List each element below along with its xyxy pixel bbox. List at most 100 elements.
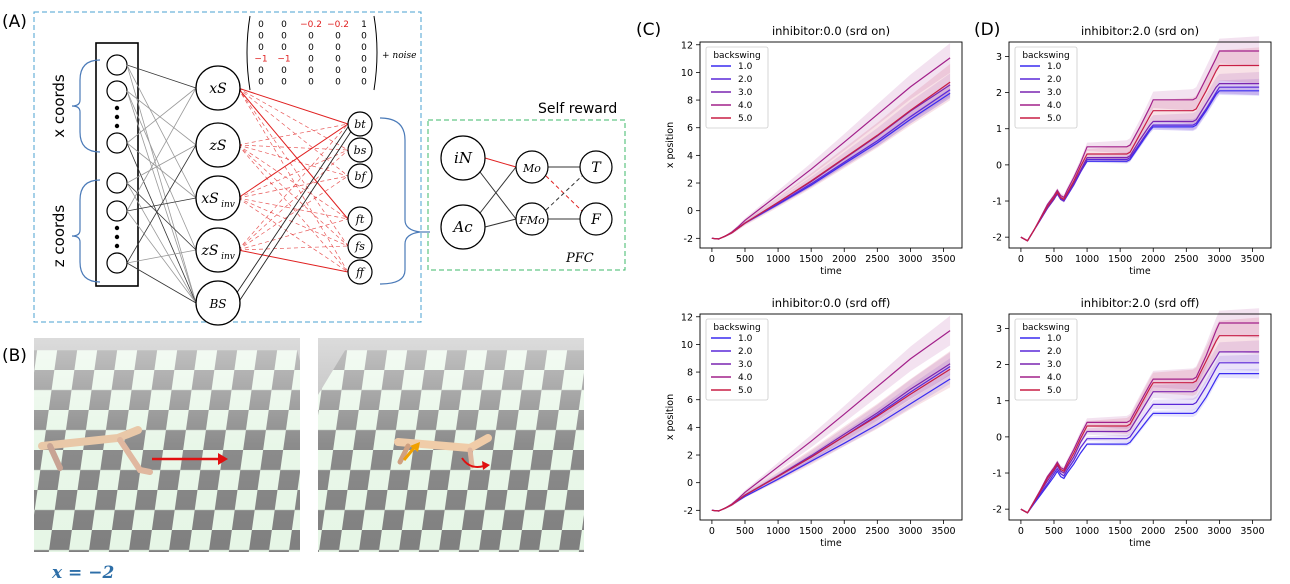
weight-edge — [237, 197, 349, 273]
input-neuron — [106, 200, 128, 222]
pfc-edge — [479, 171, 517, 220]
matrix-cell: 0 — [335, 66, 341, 76]
panel-label-b: (B) — [2, 346, 27, 366]
matrix-cell: 0 — [308, 55, 314, 65]
node-bs — [195, 280, 241, 326]
chart-title: inhibitor:2.0 (srd on) — [1081, 24, 1199, 38]
x-tick-label: 2000 — [832, 526, 856, 537]
series-band — [1020, 368, 1260, 513]
ellipsis-dot — [114, 114, 120, 120]
legend-entry: 1.0 — [738, 334, 753, 344]
y-tick-label: 6 — [687, 395, 693, 406]
y-tick-label: 6 — [687, 123, 693, 134]
y-tick-label: 3 — [996, 52, 1002, 63]
matrix-cell: 0 — [335, 43, 341, 53]
matrix-cell: −1 — [254, 55, 267, 65]
weight-edge — [237, 149, 349, 251]
matrix-cell: 0 — [308, 66, 314, 76]
weight-edge — [237, 218, 349, 251]
y-tick-label: 1 — [996, 396, 1002, 407]
node-label-ft: ft — [355, 213, 365, 226]
x-tick-label: 1000 — [1075, 526, 1099, 537]
weight-edge — [237, 175, 349, 251]
weight-edge — [237, 87, 349, 220]
y-tick-label: 0 — [687, 478, 693, 489]
series-line-2.0 — [1020, 362, 1260, 514]
x-tick-label: 500 — [1045, 526, 1063, 537]
legend-entry: 3.0 — [738, 88, 753, 98]
y-tick-label: 0 — [687, 206, 693, 217]
node-label-bs: bs — [354, 144, 367, 157]
matrix-cell: 0 — [308, 78, 314, 88]
node-xsinv — [195, 175, 241, 221]
y-tick-label: -2 — [684, 506, 693, 517]
node-label-zs: zS — [209, 138, 227, 154]
y-tick-label: -2 — [993, 505, 1002, 516]
y-tick-label: -2 — [993, 233, 1002, 244]
self-reward-label: Self reward — [538, 101, 617, 117]
node-bf — [347, 163, 373, 189]
legend-entry: 5.0 — [1047, 386, 1062, 396]
chart-c-bottom: inhibitor:0.0 (srd off) 0 500 1000 1500 2000 2… — [665, 296, 963, 549]
series-line-4.0 — [1020, 50, 1260, 242]
legend-title: backswing — [713, 51, 760, 61]
node-zsinv — [195, 227, 241, 273]
y-tick-label: 2 — [996, 88, 1002, 99]
weight-edge — [237, 245, 349, 251]
pfc-edge — [479, 166, 517, 214]
legend-entry: 1.0 — [1047, 334, 1062, 344]
matrix-cell: 0 — [281, 20, 287, 30]
legend-box — [705, 318, 769, 401]
x-coords-brace — [71, 59, 101, 153]
input-edge — [126, 64, 197, 304]
matrix-cell: 0 — [258, 66, 264, 76]
input-edge — [126, 182, 197, 304]
matrix-cell: 0 — [258, 78, 264, 88]
panel-label-c: (C) — [636, 20, 662, 40]
input-edge — [126, 262, 197, 304]
x-tick-label: 500 — [1045, 254, 1063, 265]
y-tick-label: 4 — [687, 151, 693, 162]
x-tick-label: 1500 — [1108, 254, 1132, 265]
node-bt — [347, 111, 373, 137]
series-line-5.0 — [1020, 64, 1260, 242]
legend-entry: 3.0 — [1047, 88, 1062, 98]
weight-edge — [237, 249, 349, 273]
input-neuron — [106, 80, 128, 102]
start-position-label: x = −2 — [51, 563, 114, 583]
y-tick-label: 0 — [996, 160, 1002, 171]
legend-entry: 4.0 — [1047, 373, 1062, 383]
plot-frame — [699, 313, 963, 521]
series-band — [1020, 36, 1260, 242]
x-tick-label: 2500 — [865, 526, 889, 537]
y-tick-label: 4 — [687, 423, 693, 434]
chart-title: inhibitor:0.0 (srd on) — [772, 24, 890, 38]
node-f — [579, 202, 613, 236]
node-label-bf: bf — [354, 170, 367, 183]
matrix-cell: 0 — [258, 32, 264, 42]
weight-edge — [237, 123, 349, 146]
legend-title: backswing — [713, 323, 760, 333]
ellipsis-dot — [114, 105, 120, 111]
node-fs — [347, 233, 373, 259]
weight-edge — [237, 87, 349, 273]
legend-entry: 5.0 — [738, 386, 753, 396]
legend-entry: 2.0 — [1047, 347, 1062, 357]
series-line-5.0 — [711, 81, 951, 240]
node-label-bt: bt — [354, 118, 366, 131]
x-coords-label: x coords — [50, 74, 68, 138]
node-label-mo: Mo — [522, 162, 541, 175]
x-axis-label: time — [820, 538, 842, 549]
x-tick-label: 2500 — [865, 254, 889, 265]
series-band — [1020, 47, 1260, 242]
input-edge — [126, 142, 197, 199]
weight-edge — [237, 87, 349, 177]
y-tick-label: 3 — [996, 324, 1002, 335]
legend-entry: 5.0 — [1047, 114, 1062, 124]
matrix-cell: 0 — [258, 20, 264, 30]
matrix-cell: 0 — [361, 55, 367, 65]
matrix-cell: 0 — [281, 32, 287, 42]
matrix-cell: 0 — [258, 43, 264, 53]
legend-entry: 3.0 — [738, 360, 753, 370]
node-fmo — [515, 202, 549, 236]
